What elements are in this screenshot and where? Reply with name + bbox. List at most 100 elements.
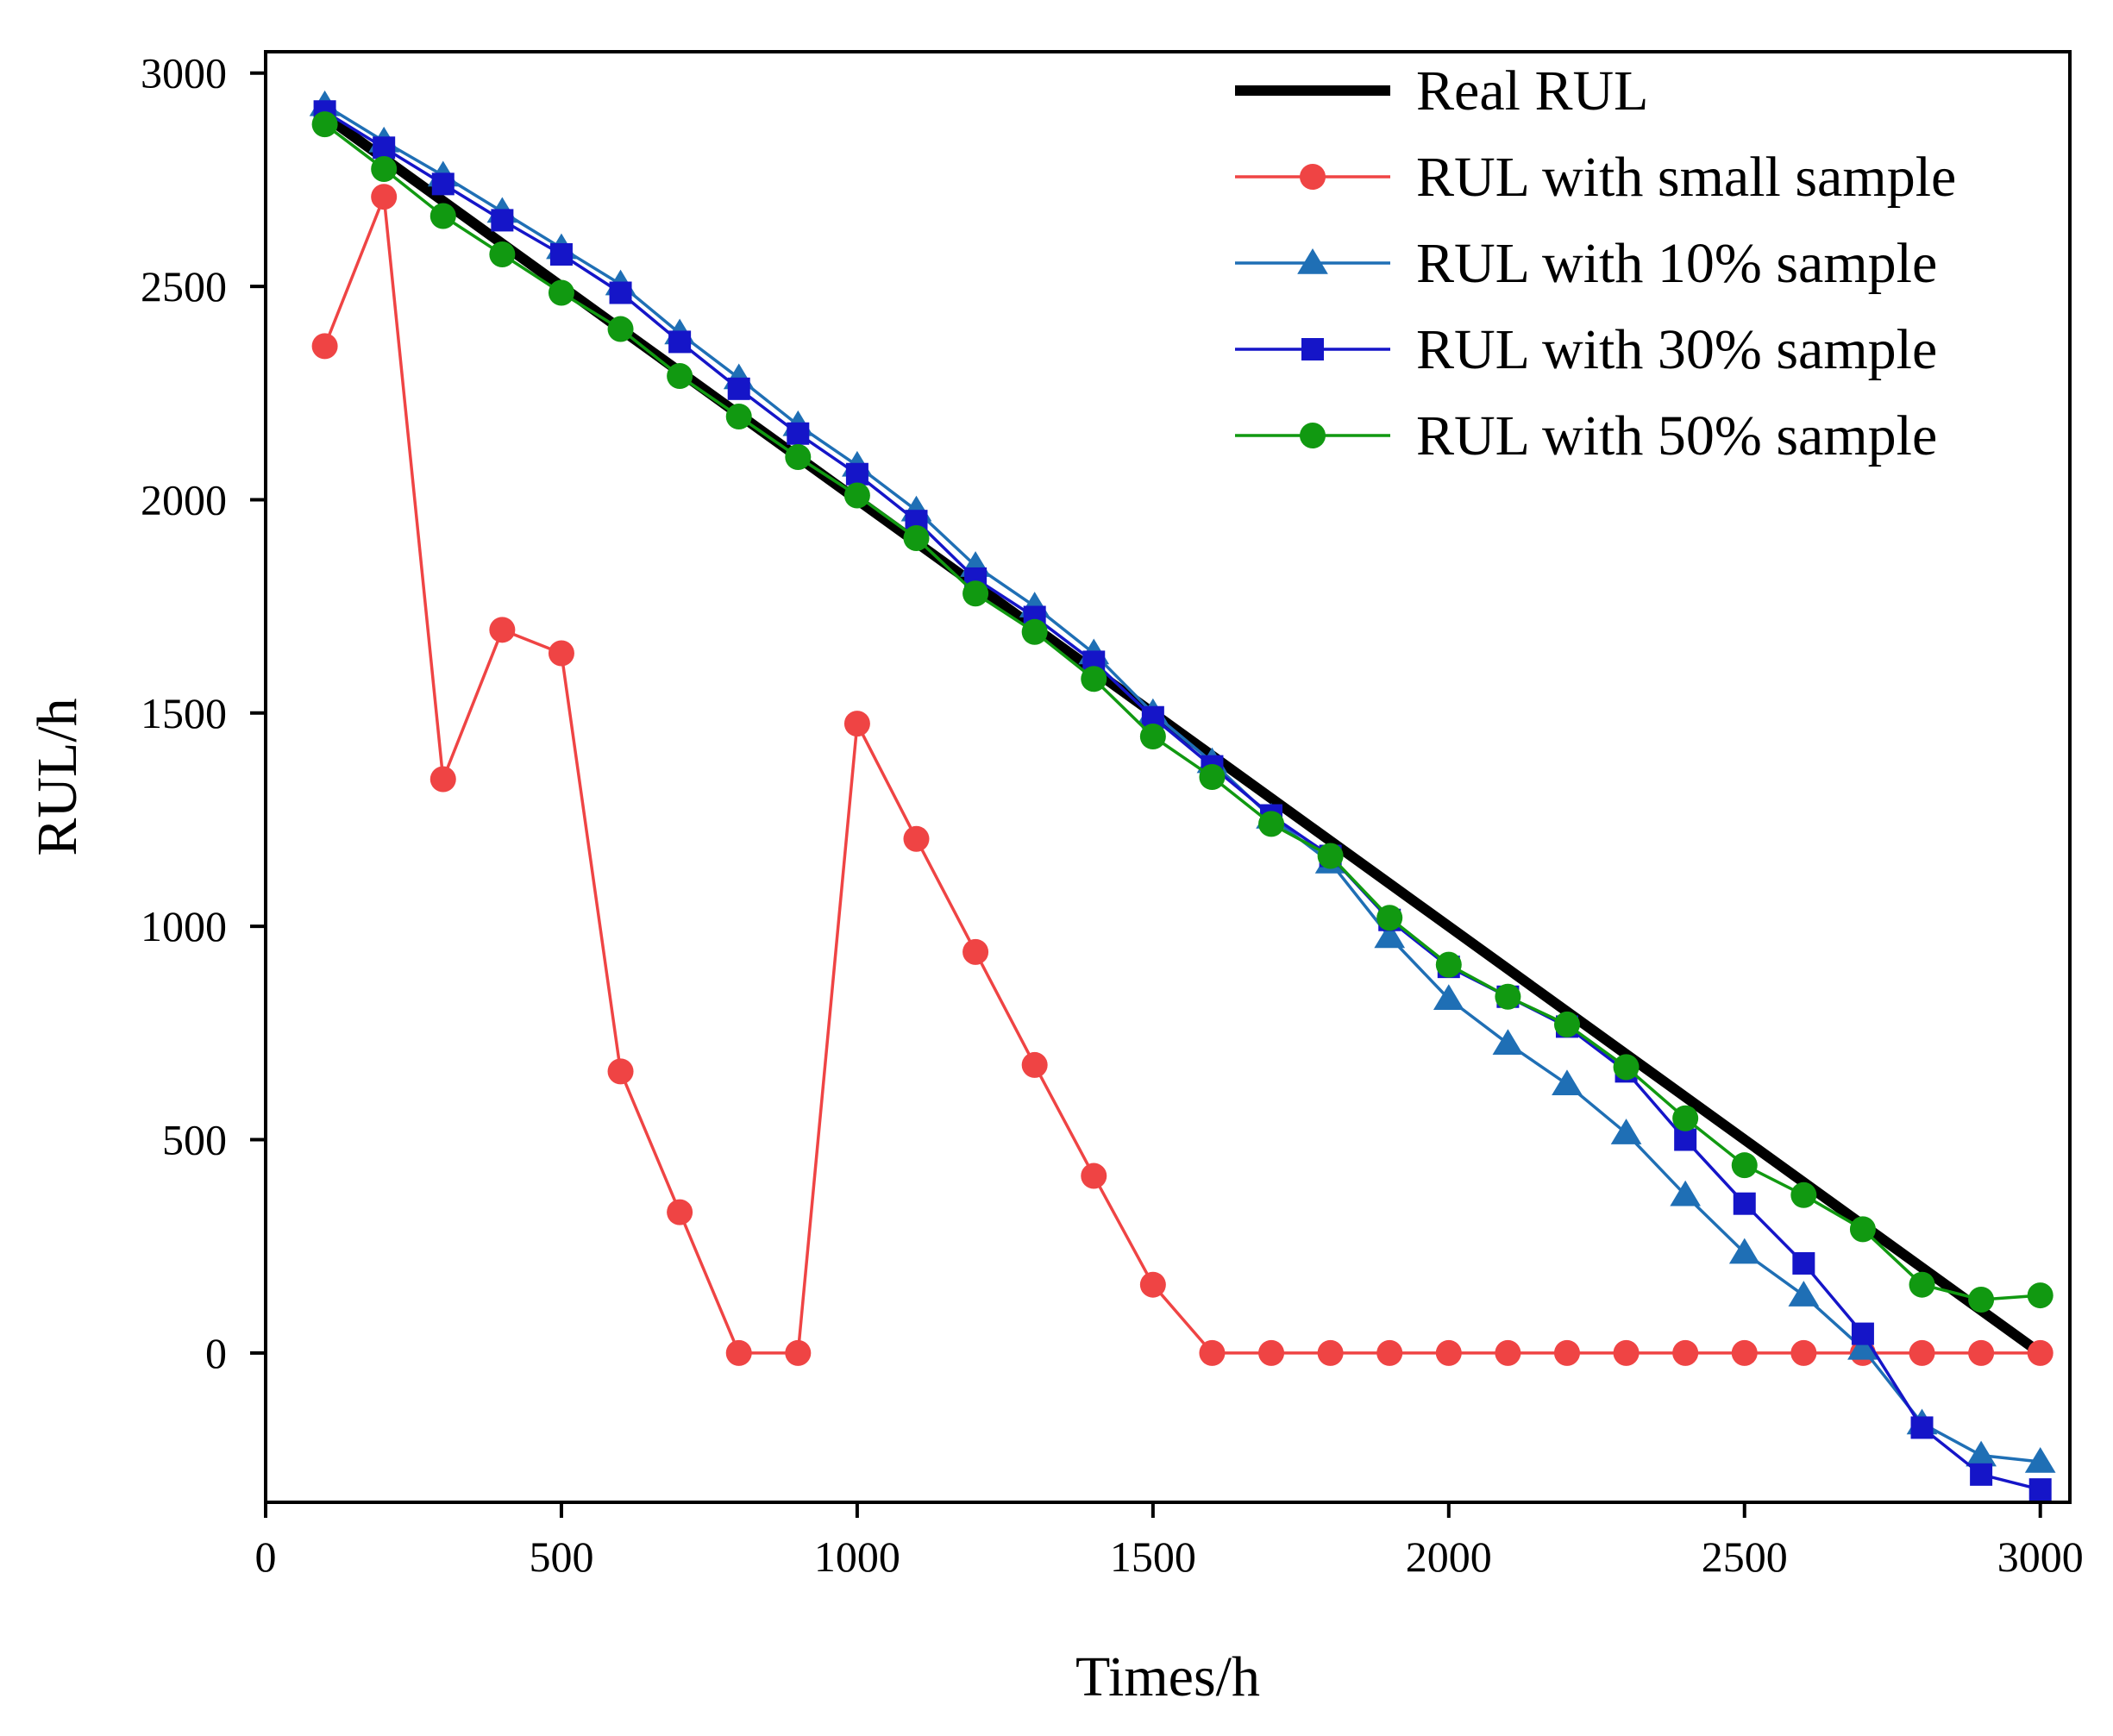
data-point [1495, 983, 1521, 1010]
data-point [1258, 811, 1285, 837]
data-point [1970, 1463, 1993, 1486]
y-tick-label: 0 [205, 1329, 227, 1377]
data-point [548, 640, 574, 667]
data-point [1376, 1339, 1403, 1366]
data-point [1674, 1128, 1697, 1151]
data-point [1258, 1339, 1285, 1366]
y-tick-label: 2500 [141, 262, 227, 310]
data-point [1317, 843, 1344, 869]
data-point [1966, 1440, 1997, 1467]
x-tick-label: 0 [255, 1532, 277, 1581]
x-tick-label: 2000 [1406, 1532, 1492, 1581]
y-tick-label: 1500 [141, 689, 227, 737]
data-point [668, 330, 692, 354]
data-point [725, 1339, 752, 1366]
legend-item: RUL with small sample [1235, 146, 1956, 209]
data-point [1910, 1416, 1934, 1439]
x-tick-label: 1000 [814, 1532, 900, 1581]
legend-item: RUL with 30% sample [1235, 318, 1937, 381]
x-axis: 0 500 1000 1500 2000 2500 3000 [255, 1502, 2084, 1581]
x-axis-title: Times/h [1075, 1645, 1260, 1708]
data-point [667, 1199, 693, 1225]
data-point [371, 156, 398, 183]
data-point [2024, 1447, 2056, 1473]
legend-marker [1301, 338, 1324, 360]
x-tick-label: 3000 [1997, 1532, 2084, 1581]
y-axis-title: RUL/h [26, 698, 89, 855]
legend-item: RUL with 50% sample [1235, 404, 1937, 467]
data-point [607, 316, 634, 342]
data-point [1553, 1011, 1580, 1037]
data-point [1495, 1339, 1521, 1366]
data-point [1731, 1339, 1758, 1366]
data-point [1909, 1271, 1935, 1298]
y-axis: 0 500 1000 1500 2000 2500 3000 [141, 49, 266, 1377]
legend-item: Real RUL [1235, 60, 1648, 122]
y-tick-label: 3000 [141, 49, 227, 97]
data-point [429, 766, 456, 793]
legend-marker [1297, 248, 1328, 274]
data-point [1492, 1029, 1524, 1055]
data-point [1909, 1339, 1935, 1366]
data-point [1553, 1339, 1580, 1366]
data-point [1672, 1339, 1699, 1366]
series-rul-with-small-sample [311, 184, 2053, 1366]
data-point [2027, 1339, 2053, 1366]
series-layer [309, 90, 2056, 1501]
data-point [1021, 618, 1048, 645]
data-point [1613, 1054, 1640, 1081]
data-point [373, 136, 396, 160]
data-point [903, 825, 930, 852]
data-point [1610, 1119, 1642, 1144]
data-point [1139, 724, 1166, 750]
data-point [2027, 1282, 2053, 1309]
data-point [491, 209, 514, 232]
x-tick-label: 1500 [1110, 1532, 1196, 1581]
data-point [667, 362, 693, 389]
data-point [548, 279, 574, 306]
legend-marker [1300, 164, 1326, 190]
data-point [1081, 666, 1107, 693]
data-point [1968, 1287, 1995, 1313]
data-point [1849, 1216, 1876, 1243]
data-point [962, 580, 989, 607]
data-point [1139, 1271, 1166, 1298]
data-point [489, 241, 516, 267]
data-point [725, 403, 752, 429]
legend-label: RUL with 50% sample [1416, 404, 1937, 467]
legend-label: RUL with small sample [1416, 146, 1956, 209]
data-point [1613, 1339, 1640, 1366]
data-point [1731, 1152, 1758, 1179]
legend-label: Real RUL [1416, 60, 1648, 122]
data-point [785, 1339, 812, 1366]
data-point [607, 1058, 634, 1085]
data-point [1021, 1051, 1048, 1078]
series-rul-with-50pct-sample [311, 111, 2053, 1313]
x-tick-label: 2500 [1702, 1532, 1788, 1581]
data-point [903, 524, 930, 551]
data-point [311, 111, 338, 138]
data-point [311, 333, 338, 360]
data-point [843, 482, 870, 509]
data-point [371, 184, 398, 210]
data-point [785, 443, 812, 470]
plot-frame [264, 50, 2072, 1504]
legend-label: RUL with 10% sample [1416, 232, 1937, 295]
data-point [845, 462, 868, 486]
legend-item: RUL with 10% sample [1235, 232, 1937, 295]
y-tick-label: 2000 [141, 475, 227, 523]
y-tick-label: 1000 [141, 902, 227, 950]
data-point [1435, 1339, 1462, 1366]
legend: Real RUL RUL with small sample RUL with 10… [1235, 60, 1956, 467]
data-point [843, 711, 870, 737]
legend-marker [1300, 423, 1326, 448]
data-point [1851, 1322, 1874, 1345]
y-tick-label: 500 [162, 1116, 227, 1164]
data-point [609, 281, 632, 304]
data-point [1376, 905, 1403, 931]
data-point [1081, 1163, 1107, 1189]
data-point [1435, 951, 1462, 978]
data-point [1792, 1251, 1815, 1275]
data-point [1733, 1192, 1756, 1215]
